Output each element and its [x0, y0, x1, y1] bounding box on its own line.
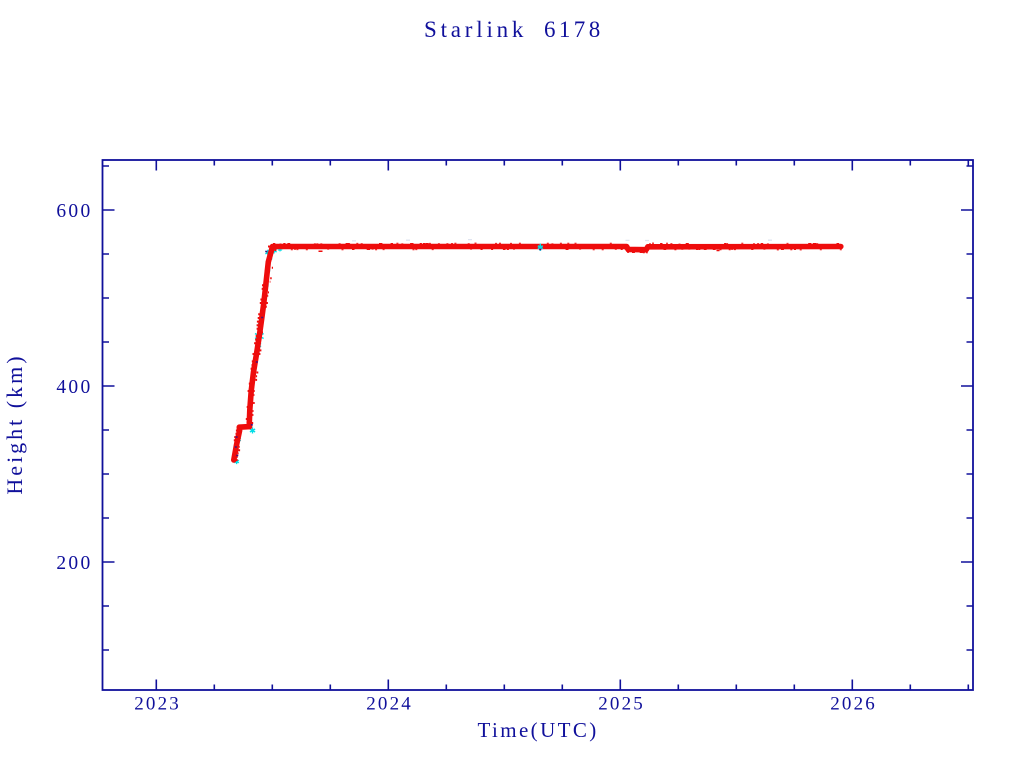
svg-text:200: 200 [56, 553, 92, 574]
svg-text:2024: 2024 [366, 694, 413, 715]
svg-text:Height (km): Height (km) [2, 353, 27, 494]
svg-text:2025: 2025 [598, 694, 645, 715]
svg-text:400: 400 [56, 377, 92, 398]
svg-text:Time(UTC): Time(UTC) [478, 718, 599, 742]
svg-text:600: 600 [56, 201, 92, 222]
svg-text:2023: 2023 [134, 694, 181, 715]
svg-text:Starlink: Starlink [424, 17, 527, 42]
svg-text:2026: 2026 [830, 694, 877, 715]
svg-text:6178: 6178 [544, 17, 604, 42]
